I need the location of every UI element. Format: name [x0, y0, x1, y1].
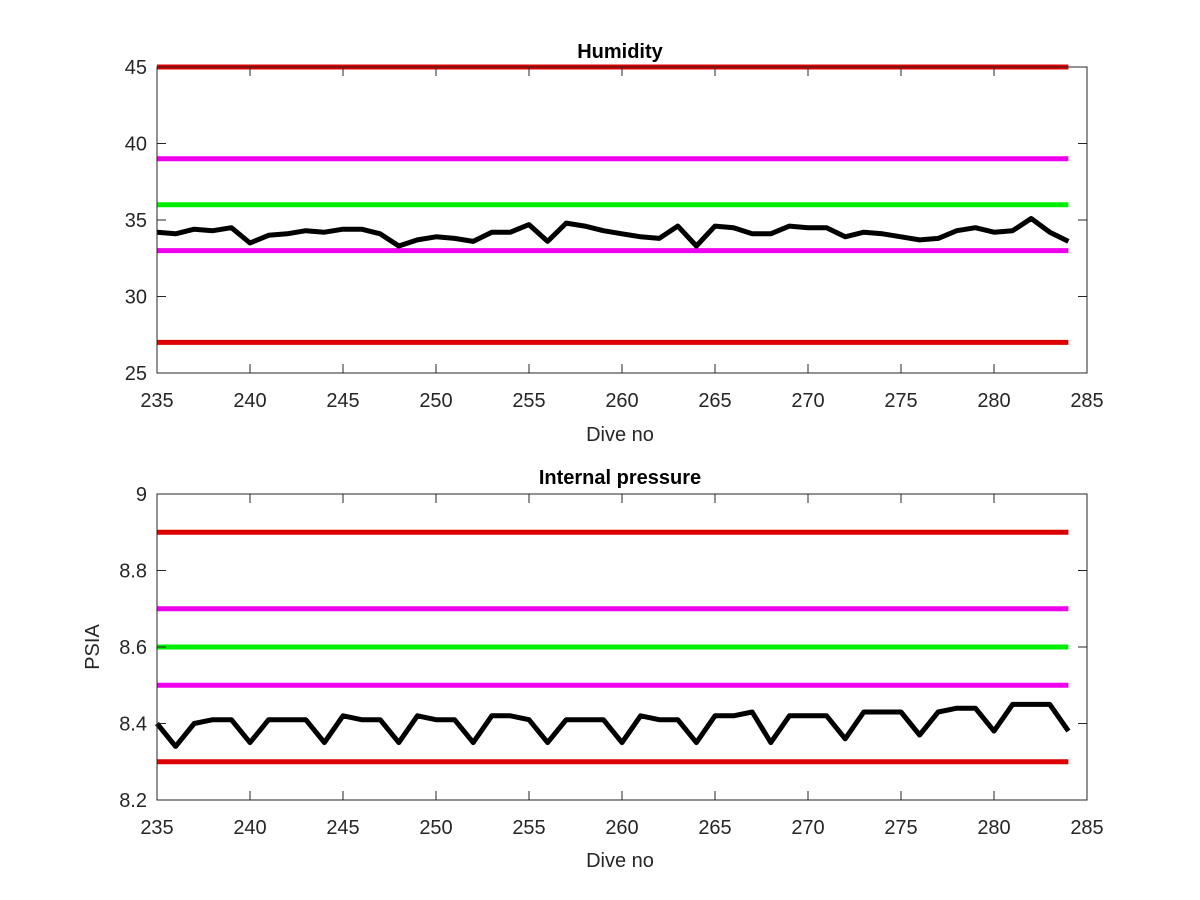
pressure-y-tick-label: 8.4 — [119, 714, 147, 736]
pressure-y-tick-label: 8.6 — [119, 637, 147, 659]
pressure-y-tick-label: 8.2 — [119, 790, 147, 812]
pressure-series-line-0 — [155, 701, 1071, 749]
pressure-x-tick-label: 240 — [233, 817, 266, 839]
humidity-x-tick-label: 285 — [1070, 390, 1103, 412]
humidity-x-tick-label: 275 — [884, 390, 917, 412]
pressure-x-tick-label: 245 — [326, 817, 359, 839]
pressure-x-tick-label: 280 — [977, 817, 1010, 839]
pressure-x-tick-label: 270 — [791, 817, 824, 839]
pressure-x-tick-labels: 235 240 245 250 255 260 265 270 275 280 285 — [140, 817, 1103, 839]
humidity-x-tick-labels: 235 240 245 250 255 260 265 270 275 280 285 — [140, 390, 1103, 412]
humidity-y-tick-label: 25 — [125, 363, 147, 385]
pressure-x-tick-label: 275 — [884, 817, 917, 839]
humidity-x-tick-label: 280 — [977, 390, 1010, 412]
pressure-y-tick-label: 8.8 — [119, 561, 147, 583]
pressure-x-tick-label: 250 — [419, 817, 452, 839]
pressure-x-tick-label: 260 — [605, 817, 638, 839]
pressure-series-group — [155, 701, 1071, 749]
pressure-threshold-lines — [157, 529, 1069, 765]
humidity-x-axis-label: Dive no — [586, 424, 654, 446]
humidity-x-tick-label: 255 — [512, 390, 545, 412]
humidity-series-group — [156, 216, 1070, 249]
pressure-x-tick-label: 235 — [140, 817, 173, 839]
humidity-chart-title: Humidity — [577, 41, 663, 63]
pressure-tick-marks — [156, 493, 1088, 801]
humidity-y-tick-labels: 25 30 35 40 45 — [125, 57, 147, 385]
humidity-x-tick-label: 270 — [791, 390, 824, 412]
pressure-y-axis-label: PSIA — [82, 624, 104, 670]
humidity-x-tick-label: 245 — [326, 390, 359, 412]
humidity-chart: Humidity 235 240 245 250 255 260 265 270 275 280 2… — [125, 41, 1104, 446]
pressure-chart: Internal pressure 235 240 245 250 255 260 265 2… — [82, 467, 1104, 872]
humidity-y-tick-label: 45 — [125, 57, 147, 79]
pressure-x-tick-label: 265 — [698, 817, 731, 839]
pressure-x-axis-label: Dive no — [586, 850, 654, 872]
pressure-chart-title: Internal pressure — [539, 467, 701, 489]
humidity-x-tick-label: 235 — [140, 390, 173, 412]
pressure-y-tick-label: 9 — [136, 484, 147, 506]
humidity-x-tick-label: 250 — [419, 390, 452, 412]
humidity-x-tick-label: 265 — [698, 390, 731, 412]
humidity-y-tick-label: 35 — [125, 210, 147, 232]
humidity-tick-marks — [156, 66, 1088, 374]
humidity-y-tick-label: 30 — [125, 287, 147, 309]
humidity-y-tick-label: 40 — [125, 134, 147, 156]
humidity-x-tick-label: 260 — [605, 390, 638, 412]
humidity-series-line-0 — [156, 216, 1070, 249]
pressure-x-tick-label: 255 — [512, 817, 545, 839]
pressure-x-tick-label: 285 — [1070, 817, 1103, 839]
pressure-y-tick-labels: 8.2 8.4 8.6 8.8 9 — [119, 484, 147, 812]
humidity-x-tick-label: 240 — [233, 390, 266, 412]
